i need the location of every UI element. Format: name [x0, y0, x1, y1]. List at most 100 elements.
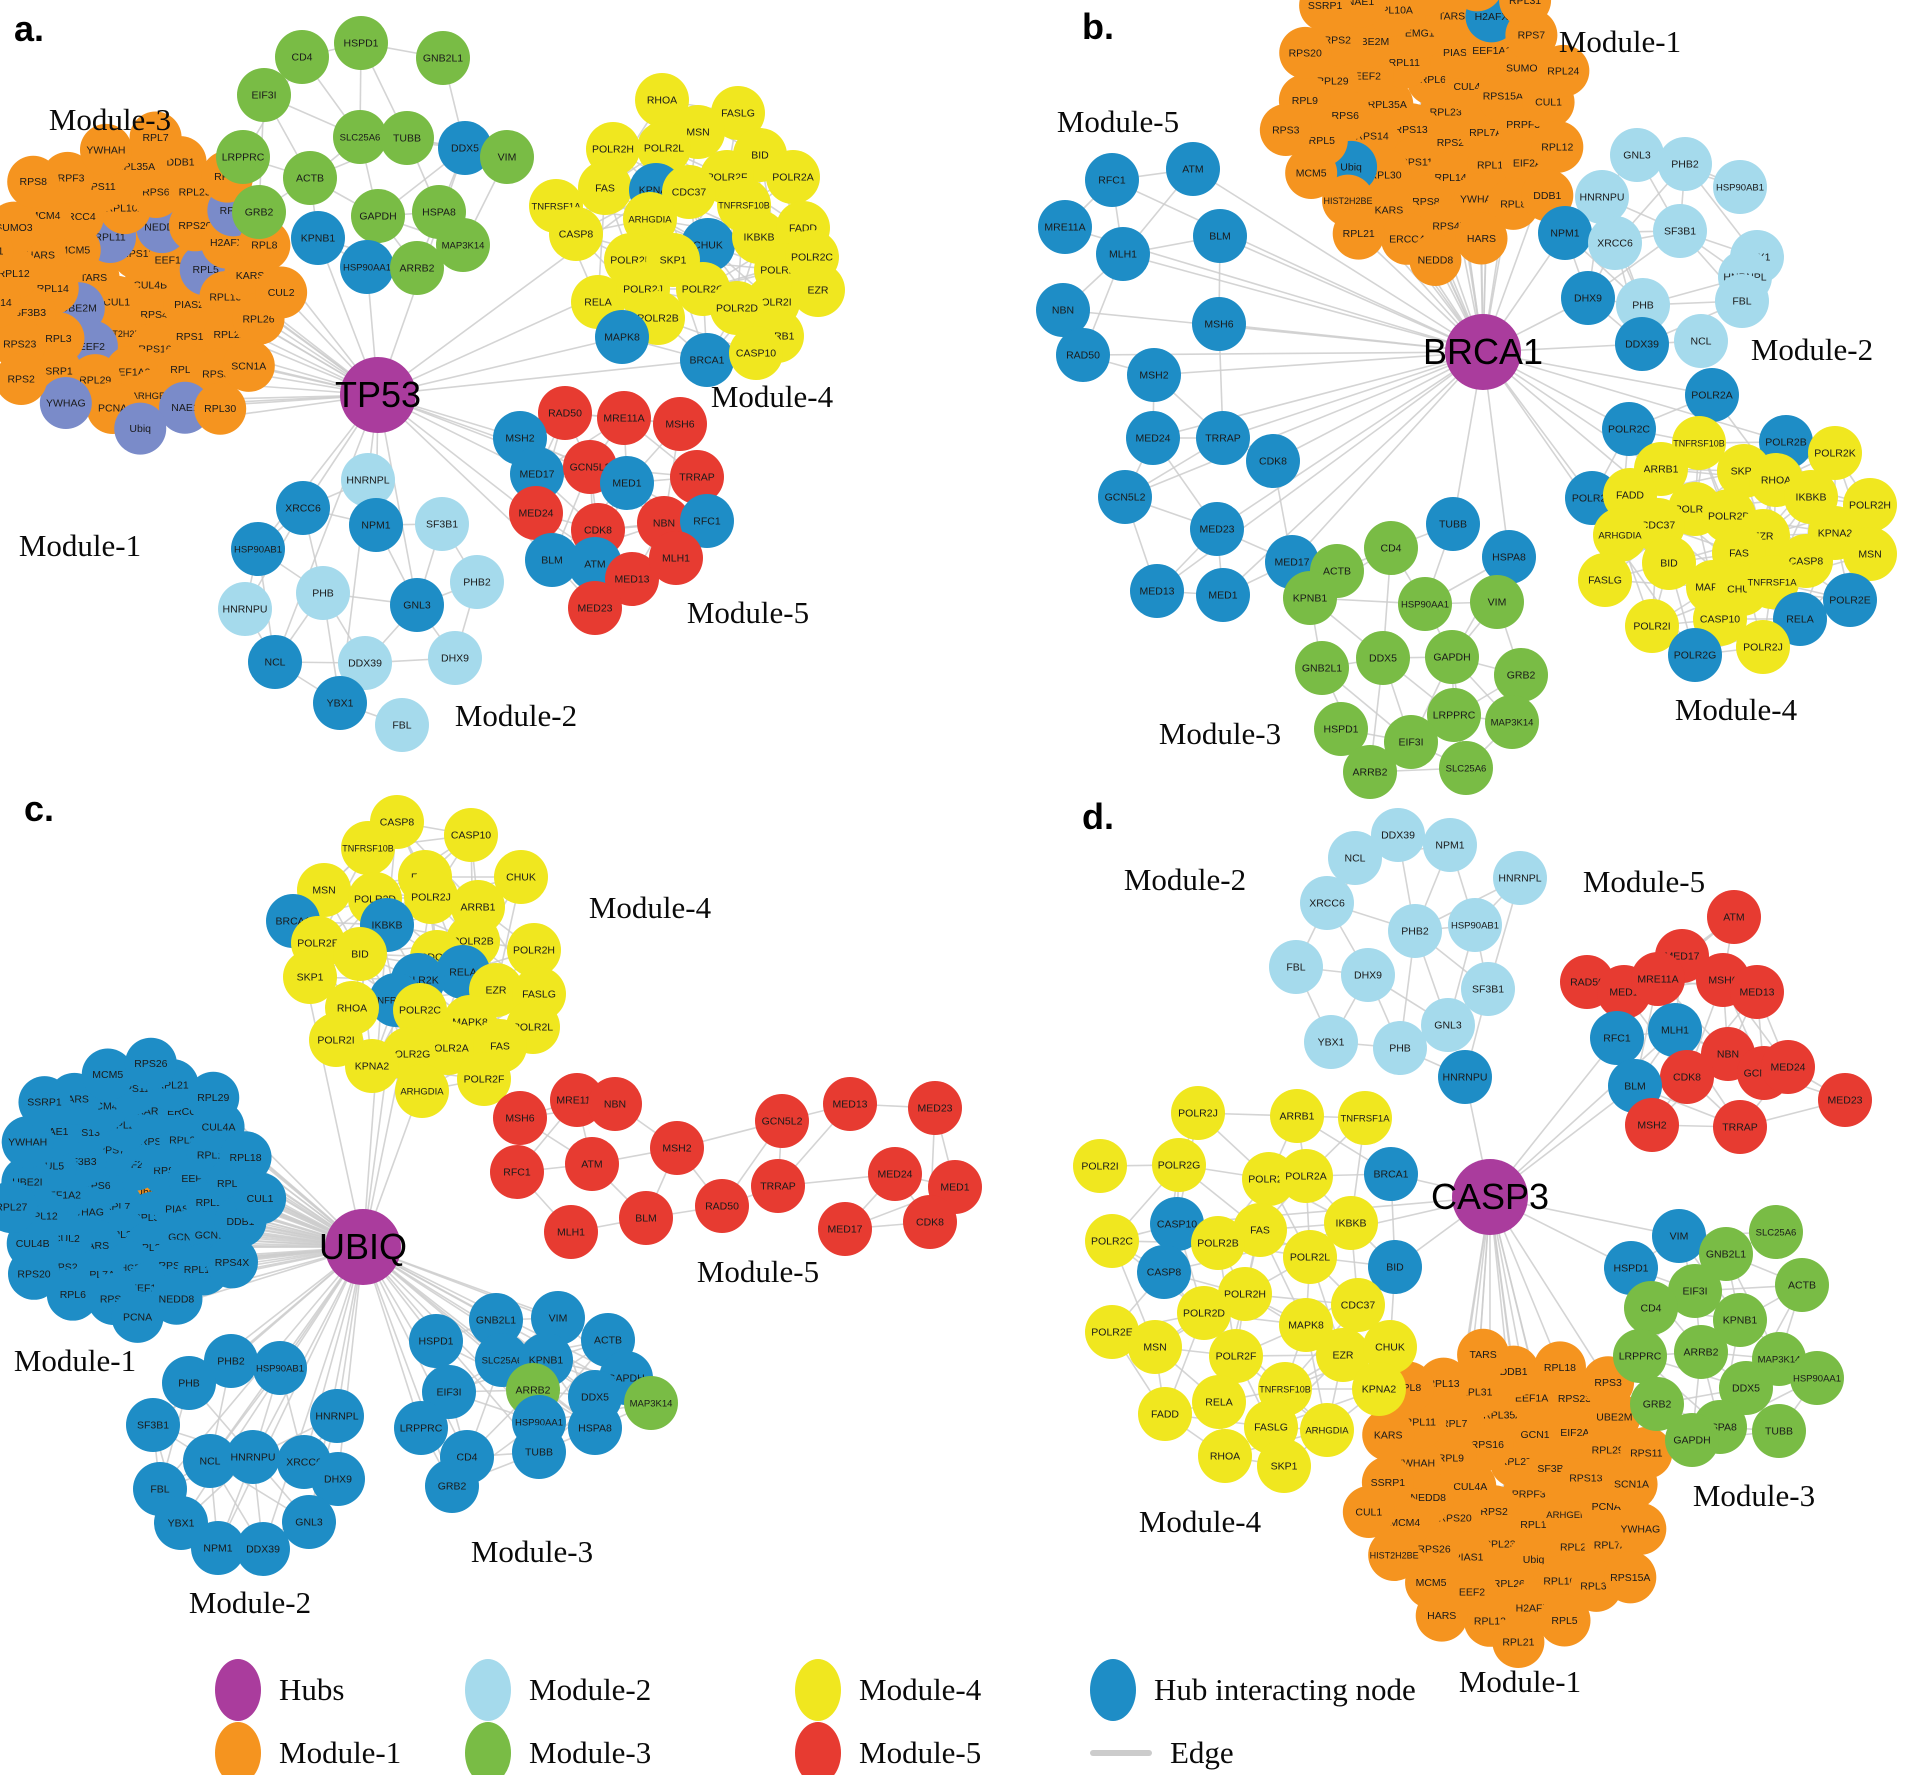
node-circle: [480, 130, 534, 184]
nodes-layer: CUL4BCUL1RPS13RPS4XTARSEEF1A1HIST2H2BERP…: [0, 0, 1897, 1668]
node-SCN1A: SCN1A: [222, 339, 275, 392]
node-circle: [1790, 1351, 1844, 1405]
node-circle: [662, 165, 716, 219]
node-label: POLR2C: [1608, 424, 1650, 436]
node-circle: [1332, 207, 1385, 260]
node-PHB: PHB: [1616, 278, 1670, 332]
node-label: KPNB1: [301, 233, 336, 245]
node-circle: [1409, 233, 1462, 286]
node-label: BID: [1386, 1262, 1404, 1274]
node-label: HIST2H2BE: [1370, 1550, 1419, 1560]
node-label: PIAS2: [174, 299, 204, 311]
node-label: RPL7A: [1469, 127, 1502, 139]
node-circle: [623, 192, 677, 246]
node-MSH2: MSH2: [650, 1121, 704, 1175]
node-circle: [509, 486, 563, 540]
node-label: RPL7: [1441, 1418, 1467, 1430]
node-label: RPL35A: [1483, 1409, 1522, 1421]
node-label: RPL29: [197, 1092, 229, 1104]
node-POLR2F: POLR2F: [1209, 1329, 1263, 1383]
node-PHB: PHB: [296, 566, 350, 620]
node-circle: [232, 185, 286, 239]
node-HSP90AB1: HSP90AB1: [253, 1341, 307, 1395]
node-YWHAH: YWHAH: [79, 123, 132, 176]
node-label: FBL: [392, 720, 411, 732]
node-label: LRPPRC: [1619, 1351, 1662, 1363]
node-MLH1: MLH1: [1648, 1003, 1702, 1057]
node-label: RPS2: [1324, 35, 1352, 47]
node-circle: [1363, 1320, 1417, 1374]
node-label: TUBB: [393, 133, 421, 145]
node-label: CUL1: [1535, 97, 1562, 109]
node-KPNA2: KPNA2: [1352, 1362, 1406, 1416]
edge: [1216, 351, 1484, 530]
node-label: HNRNPL: [315, 1411, 358, 1423]
node-circle: [1613, 1329, 1667, 1383]
node-circle: [490, 1145, 544, 1199]
node-label: TNFRSF10B: [1259, 1385, 1311, 1395]
node-label: BLM: [1209, 231, 1231, 243]
node-label: RPL13: [1427, 1378, 1459, 1390]
node-label: MSN: [686, 127, 709, 139]
node-PHB: PHB: [1373, 1021, 1427, 1075]
node-label: YWHAG: [46, 398, 86, 410]
node-POLR2K: POLR2K: [1808, 426, 1862, 480]
node-label: IKBKB: [744, 232, 775, 244]
node-label: RPL3: [45, 333, 71, 345]
node-ARHGDIA: ARHGDIA: [395, 1064, 449, 1118]
node-label: NAE1: [171, 402, 199, 414]
node-circle: [1283, 571, 1337, 625]
node-MSN: MSN: [1843, 527, 1897, 581]
node-label: ARHGDIA: [628, 215, 672, 226]
node-label: BID: [1660, 558, 1678, 570]
node-label: PIAS1: [1443, 47, 1473, 59]
node-label: RFC1: [693, 516, 721, 528]
node-HSPA8: HSPA8: [1482, 530, 1536, 584]
node-label: UBE2M: [1596, 1412, 1632, 1424]
node-label: POLR2E: [1091, 1327, 1132, 1339]
node-label: RELA: [584, 297, 611, 309]
node-circle: [1818, 1073, 1872, 1127]
node-label: IKBKB: [372, 920, 403, 932]
node-MAP3K14: MAP3K14: [624, 1376, 678, 1430]
node-RPS20: RPS20: [8, 1247, 61, 1300]
node-HSPA8: HSPA8: [568, 1401, 622, 1455]
node-RFC1: RFC1: [680, 494, 734, 548]
node-label: DDB1: [1500, 1366, 1528, 1378]
node-circle: [1257, 1439, 1311, 1493]
node-PIAS2: PIAS2: [1406, 0, 1455, 16]
node-label: TRRAP: [679, 472, 715, 484]
node-circle: [1130, 564, 1184, 618]
node-label: PCNA: [1592, 1501, 1621, 1513]
node-label: DHX9: [324, 1474, 352, 1486]
node-DDX39: DDX39: [1371, 808, 1425, 862]
node-MED23: MED23: [1818, 1073, 1872, 1127]
node-circle: [1426, 497, 1480, 551]
node-circle: [650, 1121, 704, 1175]
node-DDX5: DDX5: [438, 121, 492, 175]
node-FBL: FBL: [1269, 940, 1323, 994]
node-RFC1: RFC1: [1590, 1011, 1644, 1065]
node-label: NEDD8: [159, 1293, 195, 1305]
node-label: CASP8: [380, 817, 415, 829]
node-circle: [216, 130, 270, 184]
node-circle: [1285, 146, 1338, 199]
node-circle: [1362, 1408, 1415, 1461]
node-circle: [1658, 137, 1712, 191]
node-label: RPL12: [0, 268, 30, 280]
node-label: ARHGEF4: [132, 391, 177, 402]
node-label: H2AFX: [1475, 11, 1509, 23]
node-label: LRPPRC: [1433, 710, 1476, 722]
node-circle: [1461, 962, 1515, 1016]
node-label: PHB: [312, 588, 334, 600]
node-circle: [1531, 120, 1584, 173]
node-label: POLR2J: [411, 892, 451, 904]
node-circle: [1198, 1429, 1252, 1483]
node-label: KARS: [1375, 205, 1404, 217]
node-POLR2D: POLR2D: [710, 281, 764, 335]
node-DDX39: DDX39: [338, 636, 392, 690]
node-label: VIM: [1488, 597, 1507, 609]
node-ACTB: ACTB: [1775, 1258, 1829, 1312]
node-circle: [680, 494, 734, 548]
